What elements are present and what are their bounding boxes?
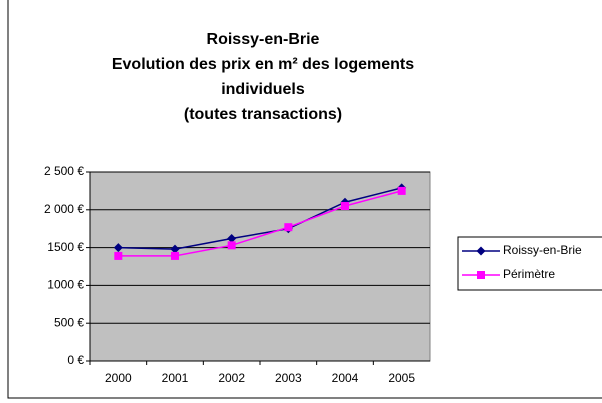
chart-title: individuels [221,81,305,98]
y-tick-label: 500 € [54,315,84,329]
x-tick-label: 2000 [105,371,132,385]
point [397,186,406,195]
point [227,234,237,244]
legend-marker [476,246,486,256]
point [114,251,123,260]
point [284,223,293,232]
y-tick-label: 2 000 € [44,202,84,216]
point [171,251,179,260]
point [341,202,349,211]
chart-title: (toutes transactions) [184,106,342,123]
y-tick-label: 0 € [67,353,84,367]
legend-box [457,236,602,291]
series-line [118,190,402,257]
series-line [118,187,402,250]
x-tick-label: 2001 [162,371,189,385]
y-tick-label: 2 500 € [44,164,84,178]
point [227,241,236,250]
point [170,244,180,254]
legend-label: Périmètre [503,267,555,281]
x-tick-label: 2004 [332,371,359,385]
point [113,243,123,253]
chart-title: Evolution des prix en m² des logements [112,56,414,73]
chart-title: Roissy-en-Brie [207,31,320,48]
legend-marker [477,271,485,279]
legend-label: Roissy-en-Brie [503,243,582,257]
y-tick-label: 1500 € [47,240,84,254]
x-tick-label: 2003 [275,371,302,385]
y-tick-label: 1000 € [47,278,84,292]
x-tick-label: 2002 [218,371,245,385]
plot-area [89,171,431,362]
x-tick-label: 2005 [388,371,415,385]
